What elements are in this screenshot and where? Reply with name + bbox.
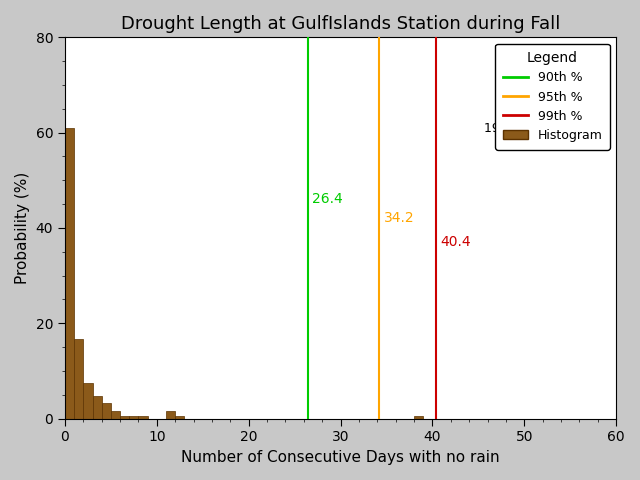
- Bar: [129, 416, 138, 419]
- Bar: [166, 411, 175, 419]
- Bar: [93, 396, 102, 419]
- Text: 34.2: 34.2: [384, 212, 414, 226]
- Bar: [74, 338, 83, 419]
- Bar: [414, 416, 423, 419]
- Bar: [175, 416, 184, 419]
- X-axis label: Number of Consecutive Days with no rain: Number of Consecutive Days with no rain: [181, 450, 500, 465]
- Title: Drought Length at GulfIslands Station during Fall: Drought Length at GulfIslands Station du…: [121, 15, 560, 33]
- Bar: [111, 411, 120, 419]
- Bar: [83, 384, 93, 419]
- Text: Made on 25 Dec 2024: Made on 25 Dec 2024: [496, 138, 604, 148]
- Text: 26.4: 26.4: [312, 192, 343, 206]
- Bar: [65, 128, 74, 419]
- Y-axis label: Probability (%): Probability (%): [15, 172, 30, 284]
- Bar: [102, 403, 111, 419]
- Text: 40.4: 40.4: [441, 235, 471, 249]
- Text: 190 Drought Events: 190 Drought Events: [484, 121, 609, 134]
- Bar: [120, 416, 129, 419]
- Legend: 90th %, 95th %, 99th %, Histogram: 90th %, 95th %, 99th %, Histogram: [495, 44, 610, 150]
- Bar: [138, 416, 148, 419]
